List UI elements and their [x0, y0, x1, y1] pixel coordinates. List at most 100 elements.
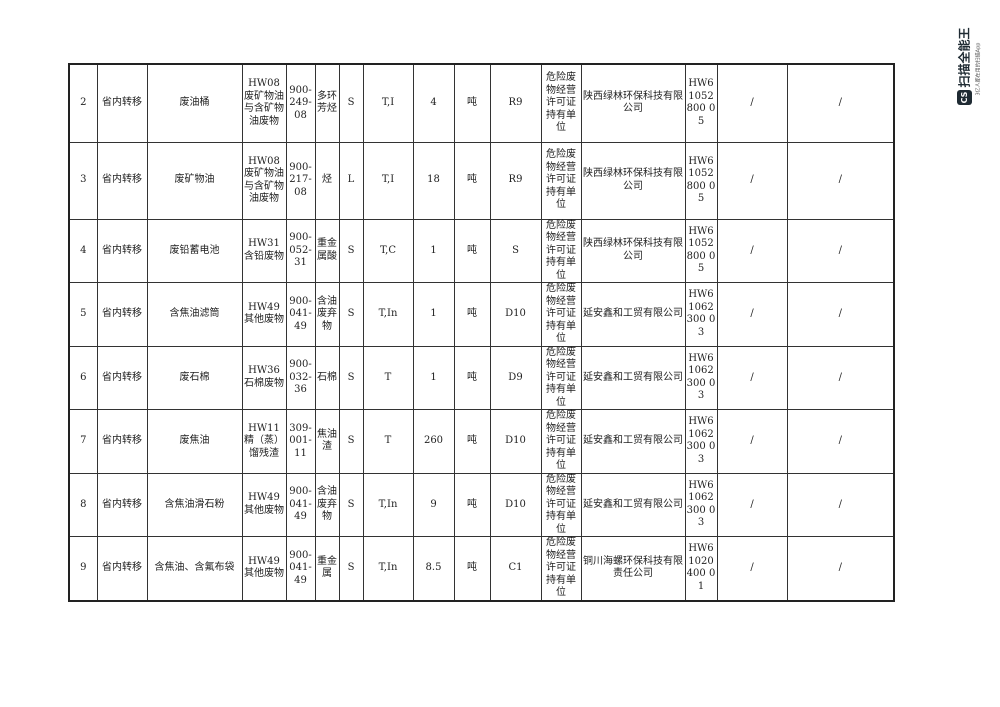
cell-receiver-name: 延安鑫和工贸有限公司 [580, 345, 686, 410]
cell-waste-code: 900-217-08 [285, 141, 316, 220]
cell-waste-name: 废铅蓄电池 [146, 218, 243, 283]
cell-license-number: HW61052800 05 [684, 218, 718, 283]
cell-receiver-qualification: 危险废物经营许可证持有单位 [540, 345, 582, 410]
cell-note-a: / [716, 63, 788, 143]
cell-transfer-type: 省内转移 [96, 282, 148, 347]
cell-note-b: / [786, 345, 895, 410]
cell-waste-code: 900-052-31 [285, 218, 316, 283]
cell-note-b: / [786, 218, 895, 283]
cell-unit: 吨 [453, 345, 491, 410]
cell-quantity: 260 [412, 409, 455, 474]
cell-hazard-property: T,I [362, 141, 414, 220]
cell-hazardous-component: 石棉 [314, 345, 340, 410]
cell-hazard-property: T,In [362, 282, 414, 347]
cell-hazard-property: T [362, 409, 414, 474]
cell-unit: 吨 [453, 409, 491, 474]
cell-waste-name: 废焦油 [146, 409, 243, 474]
table-row: 8 省内转移 含焦油滑石粉 HW49其他废物 900-041-49 含油废弃物 S T,In 9… [68, 472, 895, 537]
cell-quantity: 8.5 [412, 536, 455, 601]
cell-waste-name: 含焦油、含氟布袋 [146, 536, 243, 601]
cell-disposal-method: D9 [489, 345, 542, 410]
cell-hazard-property: T,C [362, 218, 414, 283]
cell-hazardous-component: 重金属酸 [314, 218, 340, 283]
cell-transfer-type: 省内转移 [96, 345, 148, 410]
cell-hazard-property: T,In [362, 472, 414, 537]
cell-hazardous-component: 多环芳烃 [314, 63, 340, 143]
cell-waste-category: HW49其他废物 [241, 472, 287, 537]
cell-quantity: 18 [412, 141, 455, 220]
cell-waste-code: 900-041-49 [285, 536, 316, 601]
cell-note-a: / [716, 536, 788, 601]
cell-note-b: / [786, 141, 895, 220]
cell-note-a: / [716, 409, 788, 474]
cell-waste-code: 900-041-49 [285, 472, 316, 537]
cell-unit: 吨 [453, 472, 491, 537]
hazardous-waste-table: 2 省内转移 废油桶 HW08废矿物油与含矿物油废物 900-249-08 多环芳烃 S T,… [68, 63, 895, 602]
cell-note-a: / [716, 218, 788, 283]
cell-quantity: 1 [412, 345, 455, 410]
cell-license-number: HW61062300 03 [684, 282, 718, 347]
cell-license-number: HW61052800 05 [684, 63, 718, 143]
cell-note-b: / [786, 282, 895, 347]
cell-license-number: HW61052800 05 [684, 141, 718, 220]
cell-unit: 吨 [453, 63, 491, 143]
cell-waste-code: 309-001-11 [285, 409, 316, 474]
watermark-tagline: 3亿人都在用的扫描App [975, 42, 982, 96]
cell-license-number: HW61062300 03 [684, 345, 718, 410]
cell-quantity: 1 [412, 282, 455, 347]
cell-transfer-type: 省内转移 [96, 536, 148, 601]
cell-receiver-qualification: 危险废物经营许可证持有单位 [540, 63, 582, 143]
cell-receiver-name: 铜川海螺环保科技有限责任公司 [580, 536, 686, 601]
table-row: 4 省内转移 废铅蓄电池 HW31含铅废物 900-052-31 重金属酸 S T,C 1 吨 S 危… [68, 218, 895, 283]
cell-receiver-name: 延安鑫和工贸有限公司 [580, 409, 686, 474]
cell-row-number: 8 [68, 472, 98, 537]
table-row: 6 省内转移 废石棉 HW36石棉废物 900-032-36 石棉 S T 1 吨 D9 危险废物经营… [68, 345, 895, 410]
cell-unit: 吨 [453, 536, 491, 601]
cell-row-number: 6 [68, 345, 98, 410]
cell-hazard-property: T,I [362, 63, 414, 143]
cell-transfer-type: 省内转移 [96, 409, 148, 474]
cell-waste-name: 含焦油滤筒 [146, 282, 243, 347]
cell-physical-form: S [338, 472, 364, 537]
cell-unit: 吨 [453, 141, 491, 220]
cell-license-number: HW61062300 03 [684, 409, 718, 474]
table-row: 3 省内转移 废矿物油 HW08废矿物油与含矿物油废物 900-217-08 烃 L T,I 1… [68, 141, 895, 220]
cell-note-a: / [716, 141, 788, 220]
cell-note-b: / [786, 536, 895, 601]
cell-receiver-name: 陕西绿林环保科技有限公司 [580, 63, 686, 143]
cell-unit: 吨 [453, 282, 491, 347]
table-row: 9 省内转移 含焦油、含氟布袋 HW49其他废物 900-041-49 重金属 S T,In 8… [68, 536, 895, 601]
cell-receiver-name: 陕西绿林环保科技有限公司 [580, 141, 686, 220]
cell-waste-code: 900-032-36 [285, 345, 316, 410]
cell-waste-category: HW11精（蒸）馏残渣 [241, 409, 287, 474]
cell-license-number: HW61062300 03 [684, 472, 718, 537]
cell-hazardous-component: 重金属 [314, 536, 340, 601]
cell-disposal-method: D10 [489, 282, 542, 347]
cell-note-a: / [716, 472, 788, 537]
cell-disposal-method: C1 [489, 536, 542, 601]
watermark-brand: 扫描全能王 [957, 27, 972, 88]
cell-physical-form: S [338, 409, 364, 474]
table-row: 2 省内转移 废油桶 HW08废矿物油与含矿物油废物 900-249-08 多环芳烃 S T,… [68, 63, 895, 143]
cell-physical-form: S [338, 345, 364, 410]
cell-waste-category: HW31含铅废物 [241, 218, 287, 283]
cell-quantity: 9 [412, 472, 455, 537]
cell-row-number: 9 [68, 536, 98, 601]
cell-receiver-name: 陕西绿林环保科技有限公司 [580, 218, 686, 283]
cell-receiver-qualification: 危险废物经营许可证持有单位 [540, 282, 582, 347]
cell-transfer-type: 省内转移 [96, 141, 148, 220]
cell-hazard-property: T,In [362, 536, 414, 601]
cell-row-number: 3 [68, 141, 98, 220]
cell-waste-code: 900-249-08 [285, 63, 316, 143]
cell-physical-form: L [338, 141, 364, 220]
cell-disposal-method: S [489, 218, 542, 283]
cell-disposal-method: D10 [489, 472, 542, 537]
cell-hazardous-component: 焦油渣 [314, 409, 340, 474]
cell-transfer-type: 省内转移 [96, 472, 148, 537]
cell-physical-form: S [338, 63, 364, 143]
table-row: 7 省内转移 废焦油 HW11精（蒸）馏残渣 309-001-11 焦油渣 S T 260 吨 D1… [68, 409, 895, 474]
cell-physical-form: S [338, 218, 364, 283]
cell-waste-name: 废矿物油 [146, 141, 243, 220]
cell-physical-form: S [338, 282, 364, 347]
cell-hazard-property: T [362, 345, 414, 410]
